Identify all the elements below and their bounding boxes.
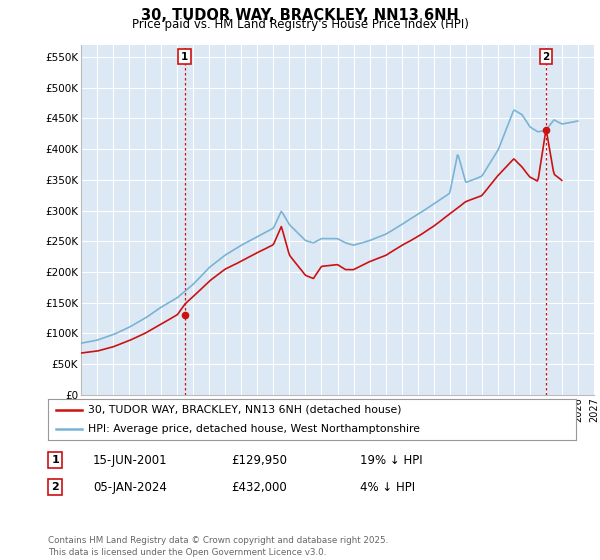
Text: 2: 2 [542,52,550,62]
Text: 19% ↓ HPI: 19% ↓ HPI [360,454,422,467]
Text: Price paid vs. HM Land Registry's House Price Index (HPI): Price paid vs. HM Land Registry's House … [131,18,469,31]
Text: 1: 1 [181,52,188,62]
Text: 15-JUN-2001: 15-JUN-2001 [93,454,167,467]
Text: 30, TUDOR WAY, BRACKLEY, NN13 6NH (detached house): 30, TUDOR WAY, BRACKLEY, NN13 6NH (detac… [88,405,401,415]
Text: 2: 2 [52,482,59,492]
Text: £129,950: £129,950 [231,454,287,467]
Text: 4% ↓ HPI: 4% ↓ HPI [360,480,415,494]
Text: Contains HM Land Registry data © Crown copyright and database right 2025.
This d: Contains HM Land Registry data © Crown c… [48,536,388,557]
Text: 30, TUDOR WAY, BRACKLEY, NN13 6NH: 30, TUDOR WAY, BRACKLEY, NN13 6NH [141,8,459,24]
Text: 05-JAN-2024: 05-JAN-2024 [93,480,167,494]
Text: £432,000: £432,000 [231,480,287,494]
Text: 1: 1 [52,455,59,465]
Text: HPI: Average price, detached house, West Northamptonshire: HPI: Average price, detached house, West… [88,423,419,433]
